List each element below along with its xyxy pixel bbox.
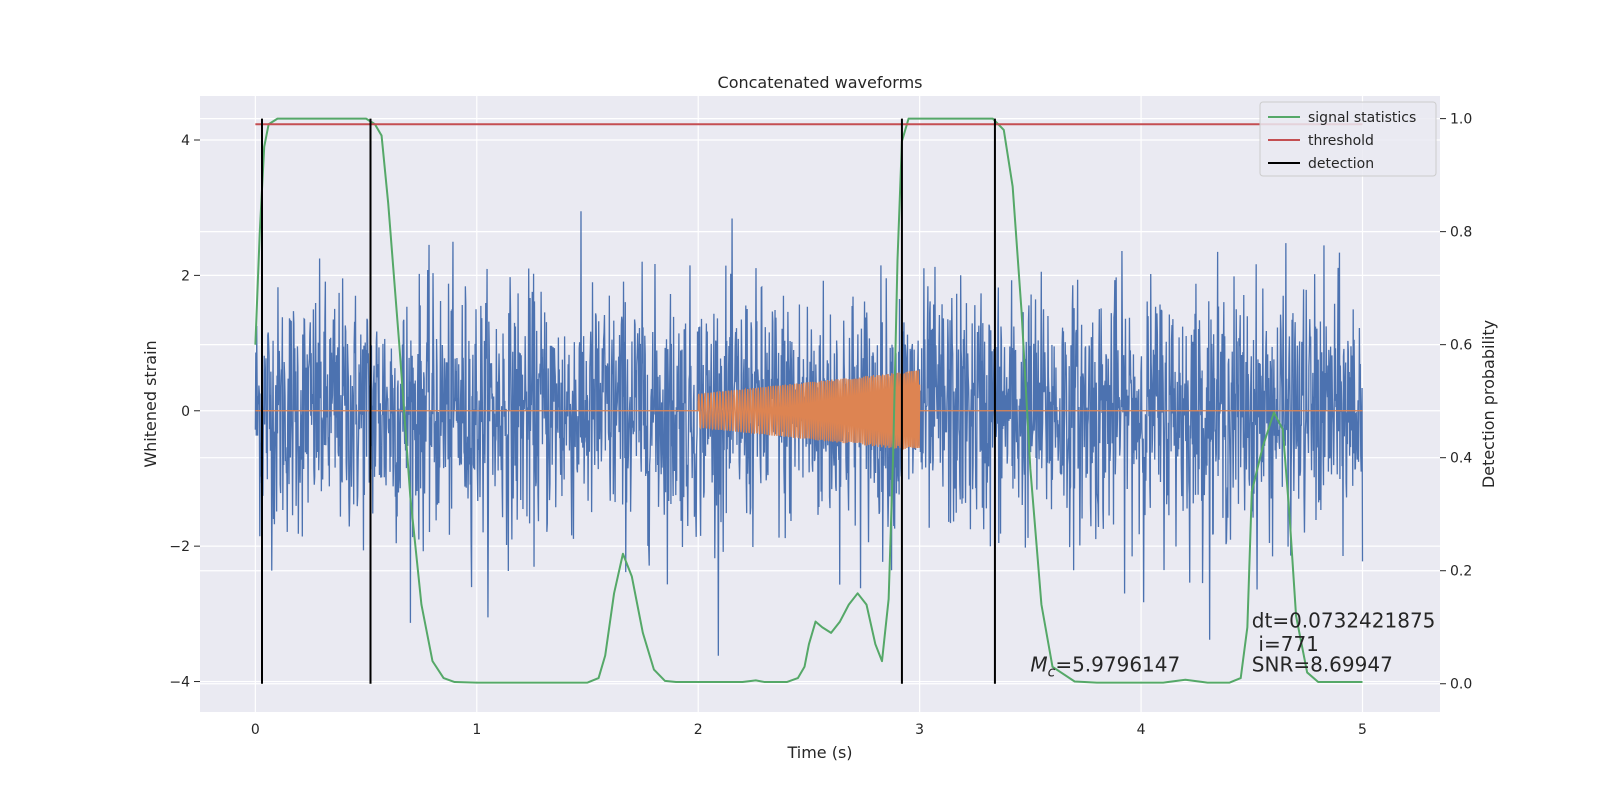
y-axis-label: Whitened strain (141, 340, 160, 467)
legend-label-threshold: threshold (1308, 133, 1374, 149)
y2-tick-label: 1.0 (1450, 112, 1472, 128)
legend-label-detection: detection (1308, 156, 1374, 172)
x-tick-label: 3 (915, 722, 924, 738)
y-tick-label: 0 (181, 404, 190, 420)
x-tick-label: 4 (1137, 722, 1146, 738)
series-signal-statistics (254, 117, 1363, 684)
y2-tick-label: 0.0 (1450, 677, 1472, 693)
annotation-text: SNR=8.69947 (1252, 652, 1393, 676)
y2-axis-label: Detection probability (1479, 320, 1498, 488)
x-tick-label: 1 (472, 722, 481, 738)
series-template (255, 370, 1363, 450)
y2-tick-label: 0.8 (1450, 225, 1472, 241)
y2-tick-label: 0.4 (1450, 451, 1472, 467)
annotation-text: i=771 (1258, 632, 1319, 656)
series-layer (254, 117, 1364, 684)
x-tick-label: 0 (251, 722, 260, 738)
x-axis-label: Time (s) (786, 743, 852, 762)
annotation-text: dt=0.0732421875 (1252, 608, 1436, 632)
y-tick-label: 4 (181, 133, 190, 149)
chart-title: Concatenated waveforms (718, 73, 923, 92)
y2-tick-label: 0.2 (1450, 564, 1472, 580)
legend-box (1259, 101, 1437, 177)
series-whitened-strain (254, 211, 1364, 656)
annotations: Mc=5.9796147 dt=0.0732421875i=771SNR=8.69… (1030, 608, 1435, 680)
y-tick-label: −2 (169, 539, 190, 555)
legend-label-signal-statistics: signal statistics (1308, 110, 1416, 126)
legend: signal statistics threshold detection (1259, 101, 1437, 177)
axes: 0 1 2 3 4 5 −4 −2 0 2 4 0.0 0.2 0.4 0.6 0.8 1.0 (169, 112, 1472, 738)
y-tick-label: 2 (181, 268, 190, 284)
y2-tick-label: 0.6 (1450, 338, 1472, 354)
y-tick-label: −4 (169, 675, 190, 691)
x-tick-label: 2 (694, 722, 703, 738)
x-tick-label: 5 (1358, 722, 1367, 738)
annotation-text: Mc=5.9796147 (1030, 652, 1180, 680)
